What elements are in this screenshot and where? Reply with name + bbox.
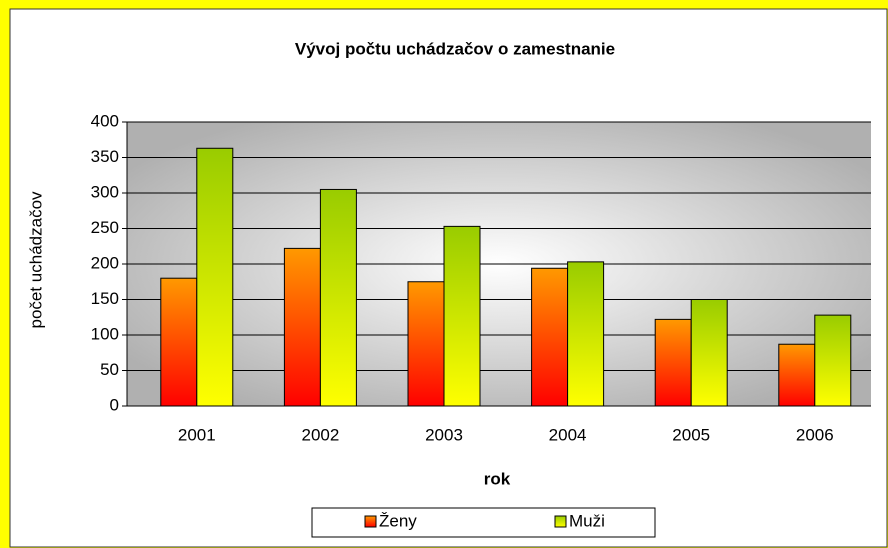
legend-swatch xyxy=(554,515,567,528)
chart-title: Vývoj počtu uchádzačov o zamestnanie xyxy=(295,39,615,58)
bar xyxy=(283,247,321,407)
bar xyxy=(196,147,234,407)
bar xyxy=(778,343,816,407)
y-tick-label: 0 xyxy=(110,395,119,414)
x-tick-label: 2001 xyxy=(178,425,216,444)
bar xyxy=(407,281,445,407)
x-tick-label: 2005 xyxy=(672,425,710,444)
bar xyxy=(319,188,357,407)
y-tick-label: 150 xyxy=(91,289,119,308)
y-tick-label: 250 xyxy=(91,218,119,237)
x-tick-label: 2004 xyxy=(549,425,587,444)
bar xyxy=(443,225,481,407)
x-tick-label: 2006 xyxy=(796,425,834,444)
bar xyxy=(654,318,692,407)
y-tick-label: 350 xyxy=(91,147,119,166)
legend-label: Ženy xyxy=(379,511,417,530)
legend-label: Muži xyxy=(569,511,605,530)
x-tick-label: 2003 xyxy=(425,425,463,444)
y-axis-title: počet uchádzačov xyxy=(26,191,45,329)
x-axis-title: rok xyxy=(484,469,511,488)
bar xyxy=(690,299,728,407)
bar xyxy=(160,277,198,407)
x-tick-label: 2002 xyxy=(301,425,339,444)
y-tick-label: 400 xyxy=(91,111,119,130)
y-tick-label: 300 xyxy=(91,182,119,201)
legend xyxy=(311,507,656,538)
y-tick-label: 50 xyxy=(100,360,119,379)
y-tick-label: 200 xyxy=(91,253,119,272)
bar xyxy=(531,267,569,407)
bar xyxy=(567,261,605,407)
bar xyxy=(814,314,852,407)
legend-swatch xyxy=(364,515,377,528)
y-tick-label: 100 xyxy=(91,324,119,343)
